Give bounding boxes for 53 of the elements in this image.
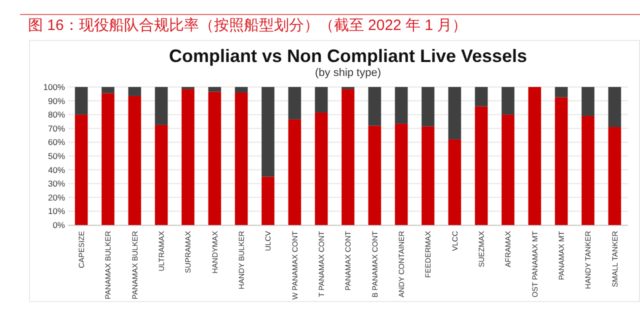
bar [314, 87, 328, 113]
bar [182, 89, 194, 225]
bar [608, 87, 622, 128]
chart-subtitle: (by ship type) [314, 67, 382, 79]
bar [74, 114, 88, 225]
y-tick-label: 90% [48, 96, 66, 106]
bar [474, 87, 488, 106]
bar [154, 87, 168, 125]
y-tick-label: 60% [48, 137, 66, 148]
bar [554, 87, 568, 98]
chart-title: Compliant vs Non Compliant Live Vessels [168, 46, 528, 66]
bar [582, 87, 594, 116]
bar [74, 87, 88, 115]
bar [128, 87, 142, 96]
bar [208, 87, 222, 92]
bar [502, 114, 514, 225]
bar [262, 87, 274, 177]
bar [422, 87, 434, 126]
bar [154, 124, 168, 225]
bar [262, 176, 274, 225]
bar [502, 87, 514, 115]
bar [474, 106, 488, 225]
bar [608, 127, 622, 225]
bar [128, 96, 142, 225]
y-tick-label: 20% [48, 192, 66, 202]
bar [554, 97, 568, 225]
y-tick-label: 70% [48, 123, 66, 134]
y-tick-label: 0% [52, 220, 66, 230]
bar [102, 93, 114, 225]
bar [368, 126, 382, 225]
y-tick-label: 80% [48, 110, 66, 120]
y-tick-label: 40% [48, 164, 66, 175]
bar [422, 126, 434, 225]
y-tick-label: 100% [43, 82, 66, 92]
bar [448, 139, 462, 225]
y-tick-label: 30% [48, 178, 66, 189]
bar [448, 87, 462, 140]
bar [234, 87, 248, 93]
bar [102, 87, 114, 94]
bar [234, 92, 248, 225]
y-tick-label: 10% [48, 206, 66, 216]
bar [288, 87, 302, 120]
bar [208, 92, 222, 225]
caption: 图 16：现役船队合规比率（按照船型划分）（截至 2022 年 1 月） [28, 17, 468, 34]
y-tick-label: 50% [48, 150, 66, 161]
bar [368, 87, 382, 126]
bar [394, 124, 408, 225]
bar [314, 112, 328, 225]
bar [342, 89, 354, 225]
bar [288, 119, 302, 225]
bar [582, 116, 594, 225]
bar [394, 87, 408, 124]
bar [528, 87, 542, 225]
